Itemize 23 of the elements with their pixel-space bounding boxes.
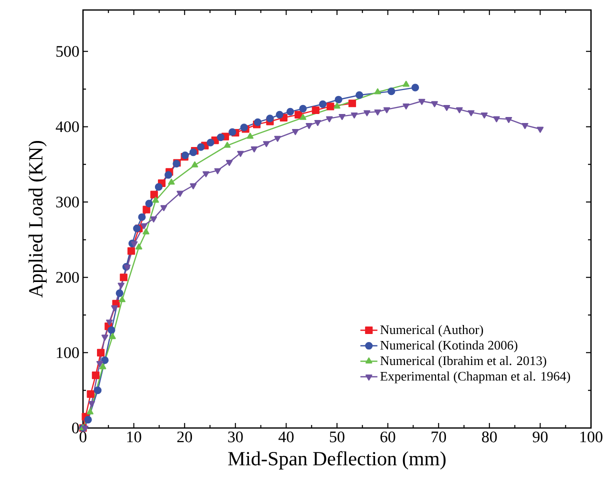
x-tick-label: 20 [177, 432, 192, 442]
x-tick-label: 70 [432, 432, 446, 442]
x-tick-label: 0 [80, 432, 86, 442]
x-tick-label: 30 [228, 432, 243, 442]
y-tick-label: 0 [72, 422, 79, 434]
x-tick-label: 60 [380, 432, 396, 442]
x-tick-label: 50 [330, 432, 344, 442]
y-tick-label: 100 [56, 347, 79, 358]
legend-label: Numerical (Author) [380, 325, 484, 337]
x-tick-label: 80 [482, 432, 497, 442]
y-tick-label: 400 [56, 121, 79, 132]
legend-label: Experimental (Chapman et al. 1964) [380, 372, 570, 384]
x-tick-label: 90 [532, 432, 548, 442]
legend-label: Numerical (Kotinda 2006) [380, 340, 518, 352]
x-tick-label: 10 [127, 432, 142, 442]
x-axis-title: Mid-Span Deflection (mm) [228, 451, 446, 470]
y-axis-title: Applied Load (KN) [28, 141, 47, 298]
y-tick-label: 500 [56, 46, 79, 57]
legend-label: Numerical (Ibrahim et al. 2013) [380, 356, 546, 368]
y-tick-label: 200 [56, 272, 79, 283]
x-tick-label: 40 [278, 432, 294, 442]
y-tick-label: 300 [56, 196, 79, 208]
x-tick-label: 100 [580, 432, 602, 442]
